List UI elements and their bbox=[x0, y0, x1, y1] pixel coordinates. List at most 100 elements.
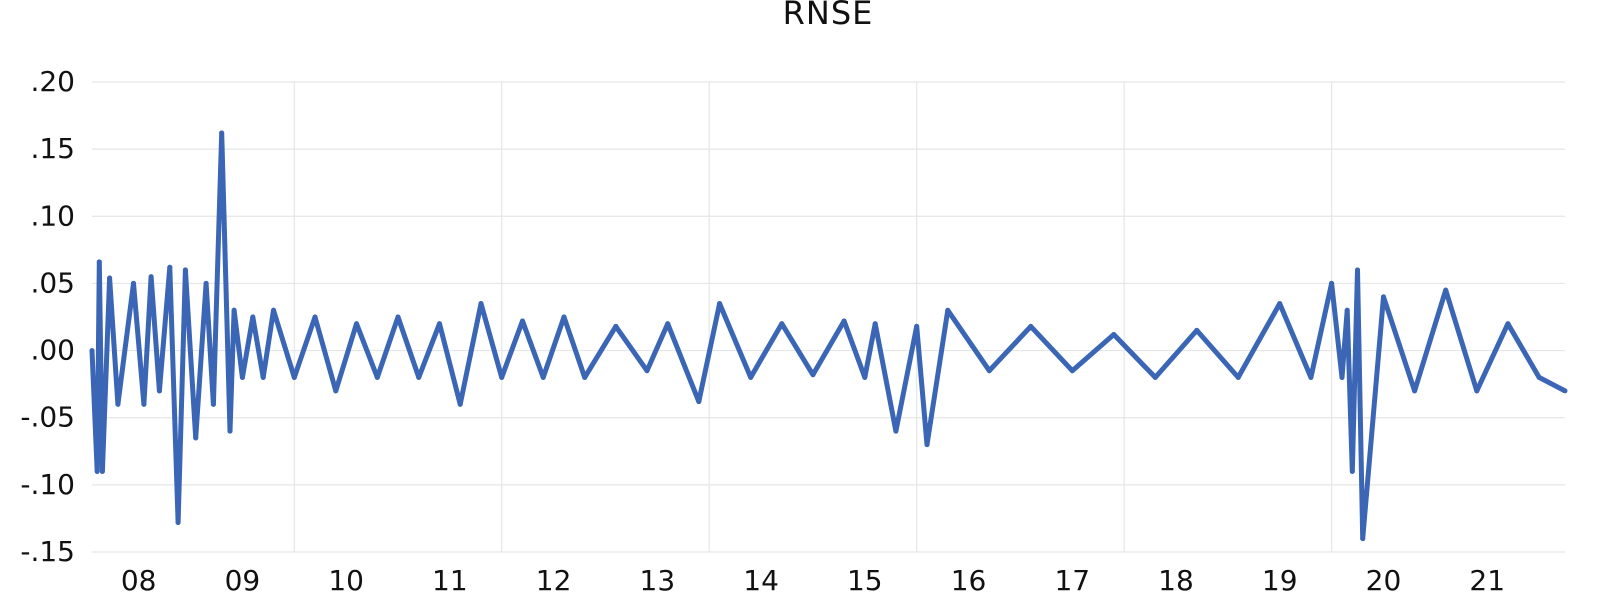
data-point bbox=[1339, 374, 1345, 380]
chart-title: RNSE bbox=[782, 0, 874, 32]
data-point bbox=[1412, 388, 1418, 394]
data-point bbox=[115, 401, 121, 407]
data-point bbox=[1111, 331, 1117, 337]
y-tick-label: .05 bbox=[30, 266, 75, 299]
data-point bbox=[156, 388, 162, 394]
data-point bbox=[1536, 374, 1542, 380]
data-point bbox=[193, 435, 199, 441]
y-tick-label: -.15 bbox=[20, 535, 75, 568]
data-point bbox=[478, 301, 484, 307]
data-point bbox=[1069, 368, 1075, 374]
data-point bbox=[1028, 323, 1034, 329]
data-point bbox=[291, 374, 297, 380]
data-point bbox=[107, 275, 113, 281]
data-point bbox=[354, 321, 360, 327]
data-point bbox=[540, 374, 546, 380]
y-tick-label: -.05 bbox=[20, 401, 75, 434]
data-point bbox=[1194, 327, 1200, 333]
data-point bbox=[395, 314, 401, 320]
data-point bbox=[94, 468, 100, 474]
data-point bbox=[333, 388, 339, 394]
y-axis-ticks: .20 .15 .10 .05 .00 -.05 -.10 -.15 bbox=[20, 65, 75, 568]
series-layer bbox=[89, 130, 1568, 542]
data-point bbox=[1360, 536, 1366, 542]
data-point bbox=[374, 374, 380, 380]
x-tick-label: 08 bbox=[121, 564, 157, 597]
data-point bbox=[148, 274, 154, 280]
gridlines bbox=[92, 81, 1565, 553]
data-point bbox=[561, 314, 567, 320]
data-point bbox=[203, 280, 209, 286]
data-point bbox=[582, 374, 588, 380]
data-point bbox=[210, 401, 216, 407]
data-point bbox=[1474, 388, 1480, 394]
data-point bbox=[499, 374, 505, 380]
data-point bbox=[312, 314, 318, 320]
x-tick-label: 17 bbox=[1054, 564, 1090, 597]
data-point bbox=[1505, 321, 1511, 327]
data-point bbox=[779, 321, 785, 327]
x-tick-label: 12 bbox=[536, 564, 572, 597]
x-tick-label: 18 bbox=[1158, 564, 1194, 597]
data-point bbox=[227, 428, 233, 434]
data-point bbox=[644, 368, 650, 374]
data-point bbox=[862, 374, 868, 380]
data-point bbox=[89, 348, 95, 354]
x-tick-label: 16 bbox=[951, 564, 987, 597]
data-point bbox=[457, 401, 463, 407]
data-point bbox=[1277, 301, 1283, 307]
x-tick-label: 09 bbox=[225, 564, 261, 597]
data-point bbox=[748, 374, 754, 380]
data-point bbox=[130, 280, 136, 286]
data-point bbox=[99, 468, 105, 474]
data-point bbox=[872, 321, 878, 327]
y-tick-label: -.10 bbox=[20, 468, 75, 501]
y-tick-label: .15 bbox=[30, 132, 75, 165]
data-point bbox=[416, 374, 422, 380]
data-point bbox=[841, 318, 847, 324]
data-point bbox=[271, 307, 277, 313]
y-tick-label: .00 bbox=[30, 334, 75, 367]
data-point bbox=[914, 323, 920, 329]
data-point bbox=[175, 519, 181, 525]
data-point bbox=[519, 318, 525, 324]
x-axis-ticks: 08 09 10 11 12 13 14 15 16 17 18 19 20 21 bbox=[121, 564, 1505, 597]
data-point bbox=[231, 307, 237, 313]
x-tick-label: 13 bbox=[640, 564, 676, 597]
data-point bbox=[613, 323, 619, 329]
x-tick-label: 21 bbox=[1469, 564, 1505, 597]
data-point bbox=[1380, 294, 1386, 300]
data-point bbox=[1329, 280, 1335, 286]
x-tick-label: 19 bbox=[1262, 564, 1298, 597]
data-point bbox=[1235, 374, 1241, 380]
data-point bbox=[1443, 287, 1449, 293]
data-point bbox=[182, 267, 188, 273]
x-tick-label: 11 bbox=[432, 564, 468, 597]
x-tick-label: 10 bbox=[328, 564, 364, 597]
data-point bbox=[437, 321, 443, 327]
y-tick-label: .10 bbox=[30, 199, 75, 232]
data-point bbox=[696, 399, 702, 405]
data-point bbox=[167, 264, 173, 270]
series-line bbox=[89, 130, 1567, 542]
data-point bbox=[893, 428, 899, 434]
data-point bbox=[141, 401, 147, 407]
data-point bbox=[1344, 307, 1350, 313]
data-point bbox=[810, 372, 816, 378]
data-point bbox=[665, 321, 671, 327]
data-point bbox=[986, 368, 992, 374]
x-tick-label: 15 bbox=[847, 564, 883, 597]
data-point bbox=[1308, 374, 1314, 380]
data-point bbox=[1152, 374, 1158, 380]
data-point bbox=[1349, 468, 1355, 474]
data-point bbox=[96, 259, 102, 265]
data-point bbox=[717, 301, 723, 307]
data-point bbox=[1562, 388, 1568, 394]
data-point bbox=[924, 442, 930, 448]
data-point bbox=[219, 130, 225, 136]
data-point bbox=[250, 314, 256, 320]
data-point bbox=[260, 374, 266, 380]
x-tick-label: 14 bbox=[743, 564, 779, 597]
y-tick-label: .20 bbox=[30, 65, 75, 98]
